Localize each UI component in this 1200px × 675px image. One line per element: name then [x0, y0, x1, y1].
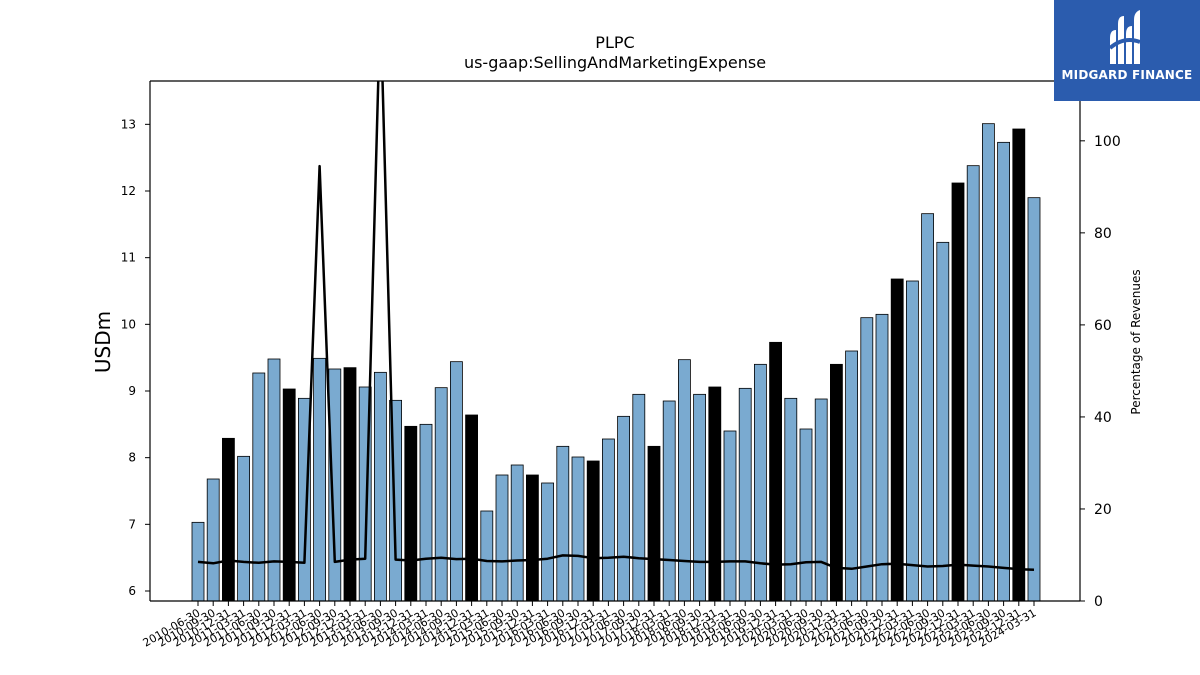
y2-tick-label: 60: [1094, 318, 1112, 334]
bar-2018-06-30: [678, 359, 691, 602]
bar-2018-12-31: [708, 386, 722, 602]
bar-2016-06-30: [556, 445, 570, 602]
logo-text: MIDGARD FINANCE: [1061, 68, 1193, 82]
bar-2019-12-31: [769, 341, 782, 602]
y-tick-label: 10: [121, 317, 136, 331]
y-tick-label: 12: [121, 184, 136, 198]
y2-tick-label: 100: [1094, 134, 1121, 150]
bar-2017-12-31: [647, 445, 661, 602]
bar-2014-09-30: [449, 361, 463, 602]
bar-2017-03-31: [602, 438, 615, 602]
bar-2024-03-31: [1027, 197, 1041, 602]
bar-2011-06-30: [252, 372, 266, 602]
y-tick-label: 9: [128, 384, 136, 398]
bar-2012-12-31: [343, 367, 357, 602]
bar-2010-12-31: [221, 437, 235, 602]
bar-2015-06-30: [495, 474, 509, 602]
bar-2017-06-30: [617, 415, 630, 602]
bar-2010-09-30: [206, 478, 220, 602]
bar-2021-09-30: [875, 313, 889, 602]
brand-logo: MIDGARD FINANCE: [1054, 0, 1200, 101]
y2-tick-label: 0: [1094, 594, 1103, 610]
bar-2014-06-30: [434, 387, 448, 602]
bar-2018-03-31: [662, 400, 676, 602]
bar-2011-12-31: [282, 388, 296, 602]
percentage-line: [197, 81, 1035, 571]
bar-2016-03-31: [541, 482, 554, 602]
y2-axis-label: Percentage of Revenues: [1129, 269, 1143, 414]
bar-2019-06-30: [738, 387, 752, 602]
bar-2016-12-31: [586, 460, 600, 602]
bar-2020-09-30: [814, 398, 828, 602]
chart-subtitle: us-gaap:SellingAndMarketingExpense: [464, 53, 766, 72]
bar-2020-06-30: [799, 428, 813, 602]
bar-2022-03-31: [906, 280, 919, 602]
bar-2012-06-30: [313, 357, 327, 602]
bar-2017-09-30: [632, 393, 646, 602]
bar-2015-09-30: [510, 464, 524, 602]
bar-2023-03-31: [966, 165, 980, 602]
bar-2023-09-30: [997, 141, 1010, 602]
y2-tick-label: 80: [1094, 226, 1112, 242]
y-tick-label: 11: [121, 251, 136, 265]
bar-2014-12-31: [465, 414, 479, 602]
y-tick-label: 7: [128, 517, 136, 531]
bar-2023-12-31: [1012, 128, 1026, 602]
bar-2021-03-31: [845, 350, 858, 602]
chart-title: PLPC: [595, 33, 634, 52]
bar-2014-03-31: [419, 423, 433, 602]
bar-2018-09-30: [693, 393, 706, 602]
bar-2016-09-30: [571, 456, 585, 602]
bar-2021-06-30: [860, 317, 874, 602]
y-tick-label: 6: [128, 584, 136, 598]
bar-2023-06-30: [982, 123, 995, 602]
y2-tick-label: 20: [1094, 502, 1112, 518]
bar-2022-06-30: [921, 213, 934, 602]
bar-2013-12-31: [404, 425, 418, 602]
y-tick-label: 13: [121, 117, 136, 131]
bar-2020-03-31: [784, 397, 798, 602]
bar-2021-12-31: [890, 278, 904, 602]
y-axis-label: USDm: [91, 311, 115, 373]
bar-2022-12-31: [951, 182, 965, 602]
bar-2015-12-31: [526, 474, 539, 602]
bar-2019-03-31: [723, 430, 737, 602]
y2-tick-label: 40: [1094, 410, 1112, 426]
midgard-logo-icon: [1108, 10, 1141, 64]
bar-2019-09-30: [754, 363, 767, 602]
bar-2013-06-30: [373, 371, 387, 602]
y-tick-label: 8: [128, 451, 136, 465]
bar-2022-09-30: [936, 241, 950, 602]
bar-2011-09-30: [267, 358, 281, 602]
bar-2015-03-31: [480, 510, 494, 602]
bar-2011-03-31: [237, 455, 251, 602]
